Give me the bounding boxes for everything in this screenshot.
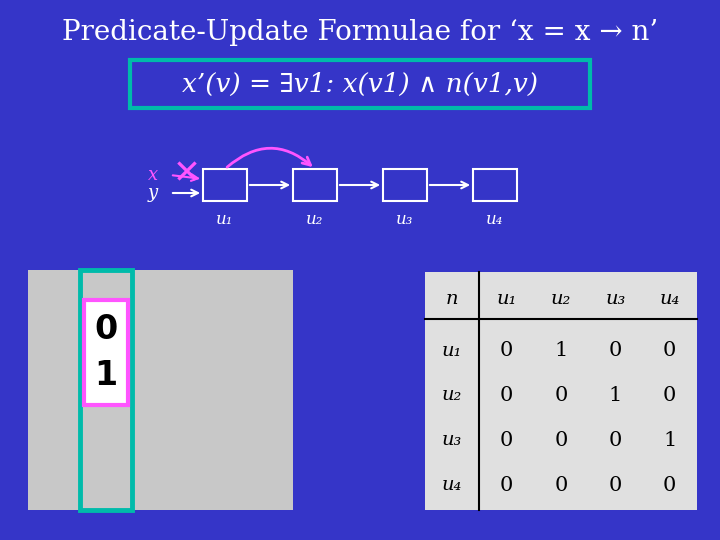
Text: u₂: u₂ bbox=[306, 211, 324, 228]
Text: 0: 0 bbox=[663, 341, 677, 360]
Text: x: x bbox=[148, 166, 158, 184]
Text: 0: 0 bbox=[554, 431, 567, 450]
Text: u₄: u₄ bbox=[660, 290, 680, 308]
Text: 1: 1 bbox=[94, 359, 117, 392]
Text: u₄: u₄ bbox=[442, 476, 462, 494]
Bar bbox=[28, 270, 293, 510]
Text: 0: 0 bbox=[608, 341, 622, 360]
Bar bbox=[130, 60, 590, 108]
Text: u₁: u₁ bbox=[216, 211, 234, 228]
Bar bbox=[80, 270, 132, 510]
FancyArrowPatch shape bbox=[227, 148, 310, 167]
Text: 0: 0 bbox=[663, 386, 677, 405]
Text: 0: 0 bbox=[500, 341, 513, 360]
Text: 1: 1 bbox=[554, 341, 567, 360]
Text: u₃: u₃ bbox=[606, 290, 626, 308]
Text: 1: 1 bbox=[608, 386, 622, 405]
Text: u₃: u₃ bbox=[442, 431, 462, 449]
Text: 0: 0 bbox=[94, 313, 117, 346]
Text: 0: 0 bbox=[554, 386, 567, 405]
Text: 1: 1 bbox=[663, 431, 677, 450]
Bar bbox=[383, 169, 427, 201]
Bar bbox=[425, 272, 697, 510]
Text: u₃: u₃ bbox=[396, 211, 414, 228]
Text: 0: 0 bbox=[500, 431, 513, 450]
Bar bbox=[293, 169, 337, 201]
Bar bbox=[203, 169, 247, 201]
Text: ✕: ✕ bbox=[173, 158, 200, 191]
Text: 0: 0 bbox=[500, 386, 513, 405]
Text: u₁: u₁ bbox=[496, 290, 517, 308]
Text: 0: 0 bbox=[663, 476, 677, 495]
Text: 0: 0 bbox=[500, 476, 513, 495]
Text: u₂: u₂ bbox=[551, 290, 571, 308]
Bar bbox=[473, 169, 517, 201]
Bar bbox=[84, 300, 128, 405]
Text: y: y bbox=[148, 184, 158, 202]
Text: n: n bbox=[446, 290, 459, 308]
Text: x’(v) = ∃v1: x(v1) ∧ n(v1,v): x’(v) = ∃v1: x(v1) ∧ n(v1,v) bbox=[182, 71, 538, 97]
Text: u₂: u₂ bbox=[442, 387, 462, 404]
Text: u₄: u₄ bbox=[486, 211, 504, 228]
Text: u₁: u₁ bbox=[442, 342, 462, 360]
Text: 0: 0 bbox=[608, 431, 622, 450]
Text: Predicate-Update Formulae for ‘x = x → n’: Predicate-Update Formulae for ‘x = x → n… bbox=[62, 18, 658, 45]
Text: 0: 0 bbox=[608, 476, 622, 495]
Text: 0: 0 bbox=[554, 476, 567, 495]
